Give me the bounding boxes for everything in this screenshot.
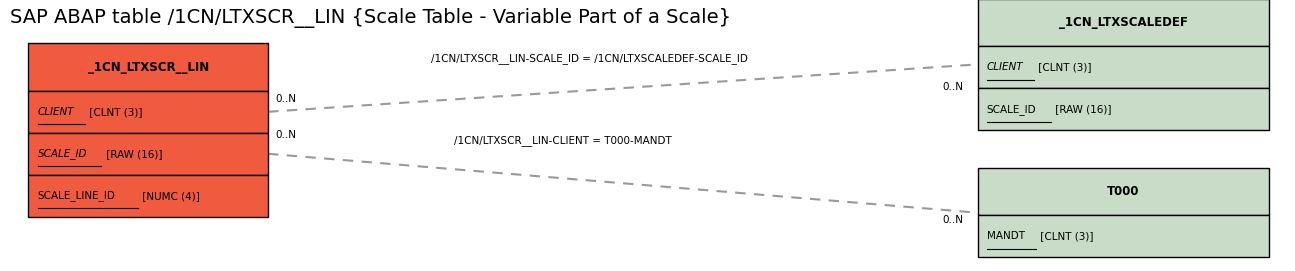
- Text: [CLNT (3)]: [CLNT (3)]: [85, 107, 142, 117]
- FancyBboxPatch shape: [978, 215, 1269, 257]
- Text: 0..N: 0..N: [276, 131, 297, 140]
- FancyBboxPatch shape: [978, 0, 1269, 46]
- Text: [NUMC (4)]: [NUMC (4)]: [140, 191, 201, 201]
- Text: MANDT: MANDT: [987, 231, 1024, 241]
- FancyBboxPatch shape: [978, 46, 1269, 88]
- Text: SCALE_ID: SCALE_ID: [38, 148, 87, 159]
- Text: 0..N: 0..N: [276, 94, 297, 104]
- Text: _1CN_LTXSCALEDEF: _1CN_LTXSCALEDEF: [1059, 16, 1188, 29]
- FancyBboxPatch shape: [978, 88, 1269, 130]
- Text: _1CN_LTXSCR__LIN: _1CN_LTXSCR__LIN: [88, 61, 208, 73]
- Text: [RAW (16)]: [RAW (16)]: [1052, 104, 1111, 114]
- Text: SCALE_ID: SCALE_ID: [987, 104, 1036, 115]
- Text: T000: T000: [1107, 185, 1140, 198]
- Text: CLIENT: CLIENT: [38, 107, 74, 117]
- Text: 0..N: 0..N: [943, 215, 963, 224]
- Text: [RAW (16)]: [RAW (16)]: [102, 149, 162, 159]
- Text: SAP ABAP table /1CN/LTXSCR__LIN {Scale Table - Variable Part of a Scale}: SAP ABAP table /1CN/LTXSCR__LIN {Scale T…: [10, 8, 732, 28]
- Text: /1CN/LTXSCR__LIN-CLIENT = T000-MANDT: /1CN/LTXSCR__LIN-CLIENT = T000-MANDT: [455, 136, 672, 146]
- Text: SCALE_LINE_ID: SCALE_LINE_ID: [38, 190, 115, 201]
- FancyBboxPatch shape: [28, 43, 268, 91]
- FancyBboxPatch shape: [28, 175, 268, 217]
- Text: /1CN/LTXSCR__LIN-SCALE_ID = /1CN/LTXSCALEDEF-SCALE_ID: /1CN/LTXSCR__LIN-SCALE_ID = /1CN/LTXSCAL…: [431, 53, 747, 64]
- FancyBboxPatch shape: [978, 168, 1269, 215]
- Text: CLIENT: CLIENT: [987, 62, 1023, 72]
- Text: [CLNT (3)]: [CLNT (3)]: [1035, 62, 1092, 72]
- FancyBboxPatch shape: [28, 133, 268, 175]
- Text: 0..N: 0..N: [943, 82, 963, 92]
- Text: [CLNT (3)]: [CLNT (3)]: [1037, 231, 1093, 241]
- FancyBboxPatch shape: [28, 91, 268, 133]
